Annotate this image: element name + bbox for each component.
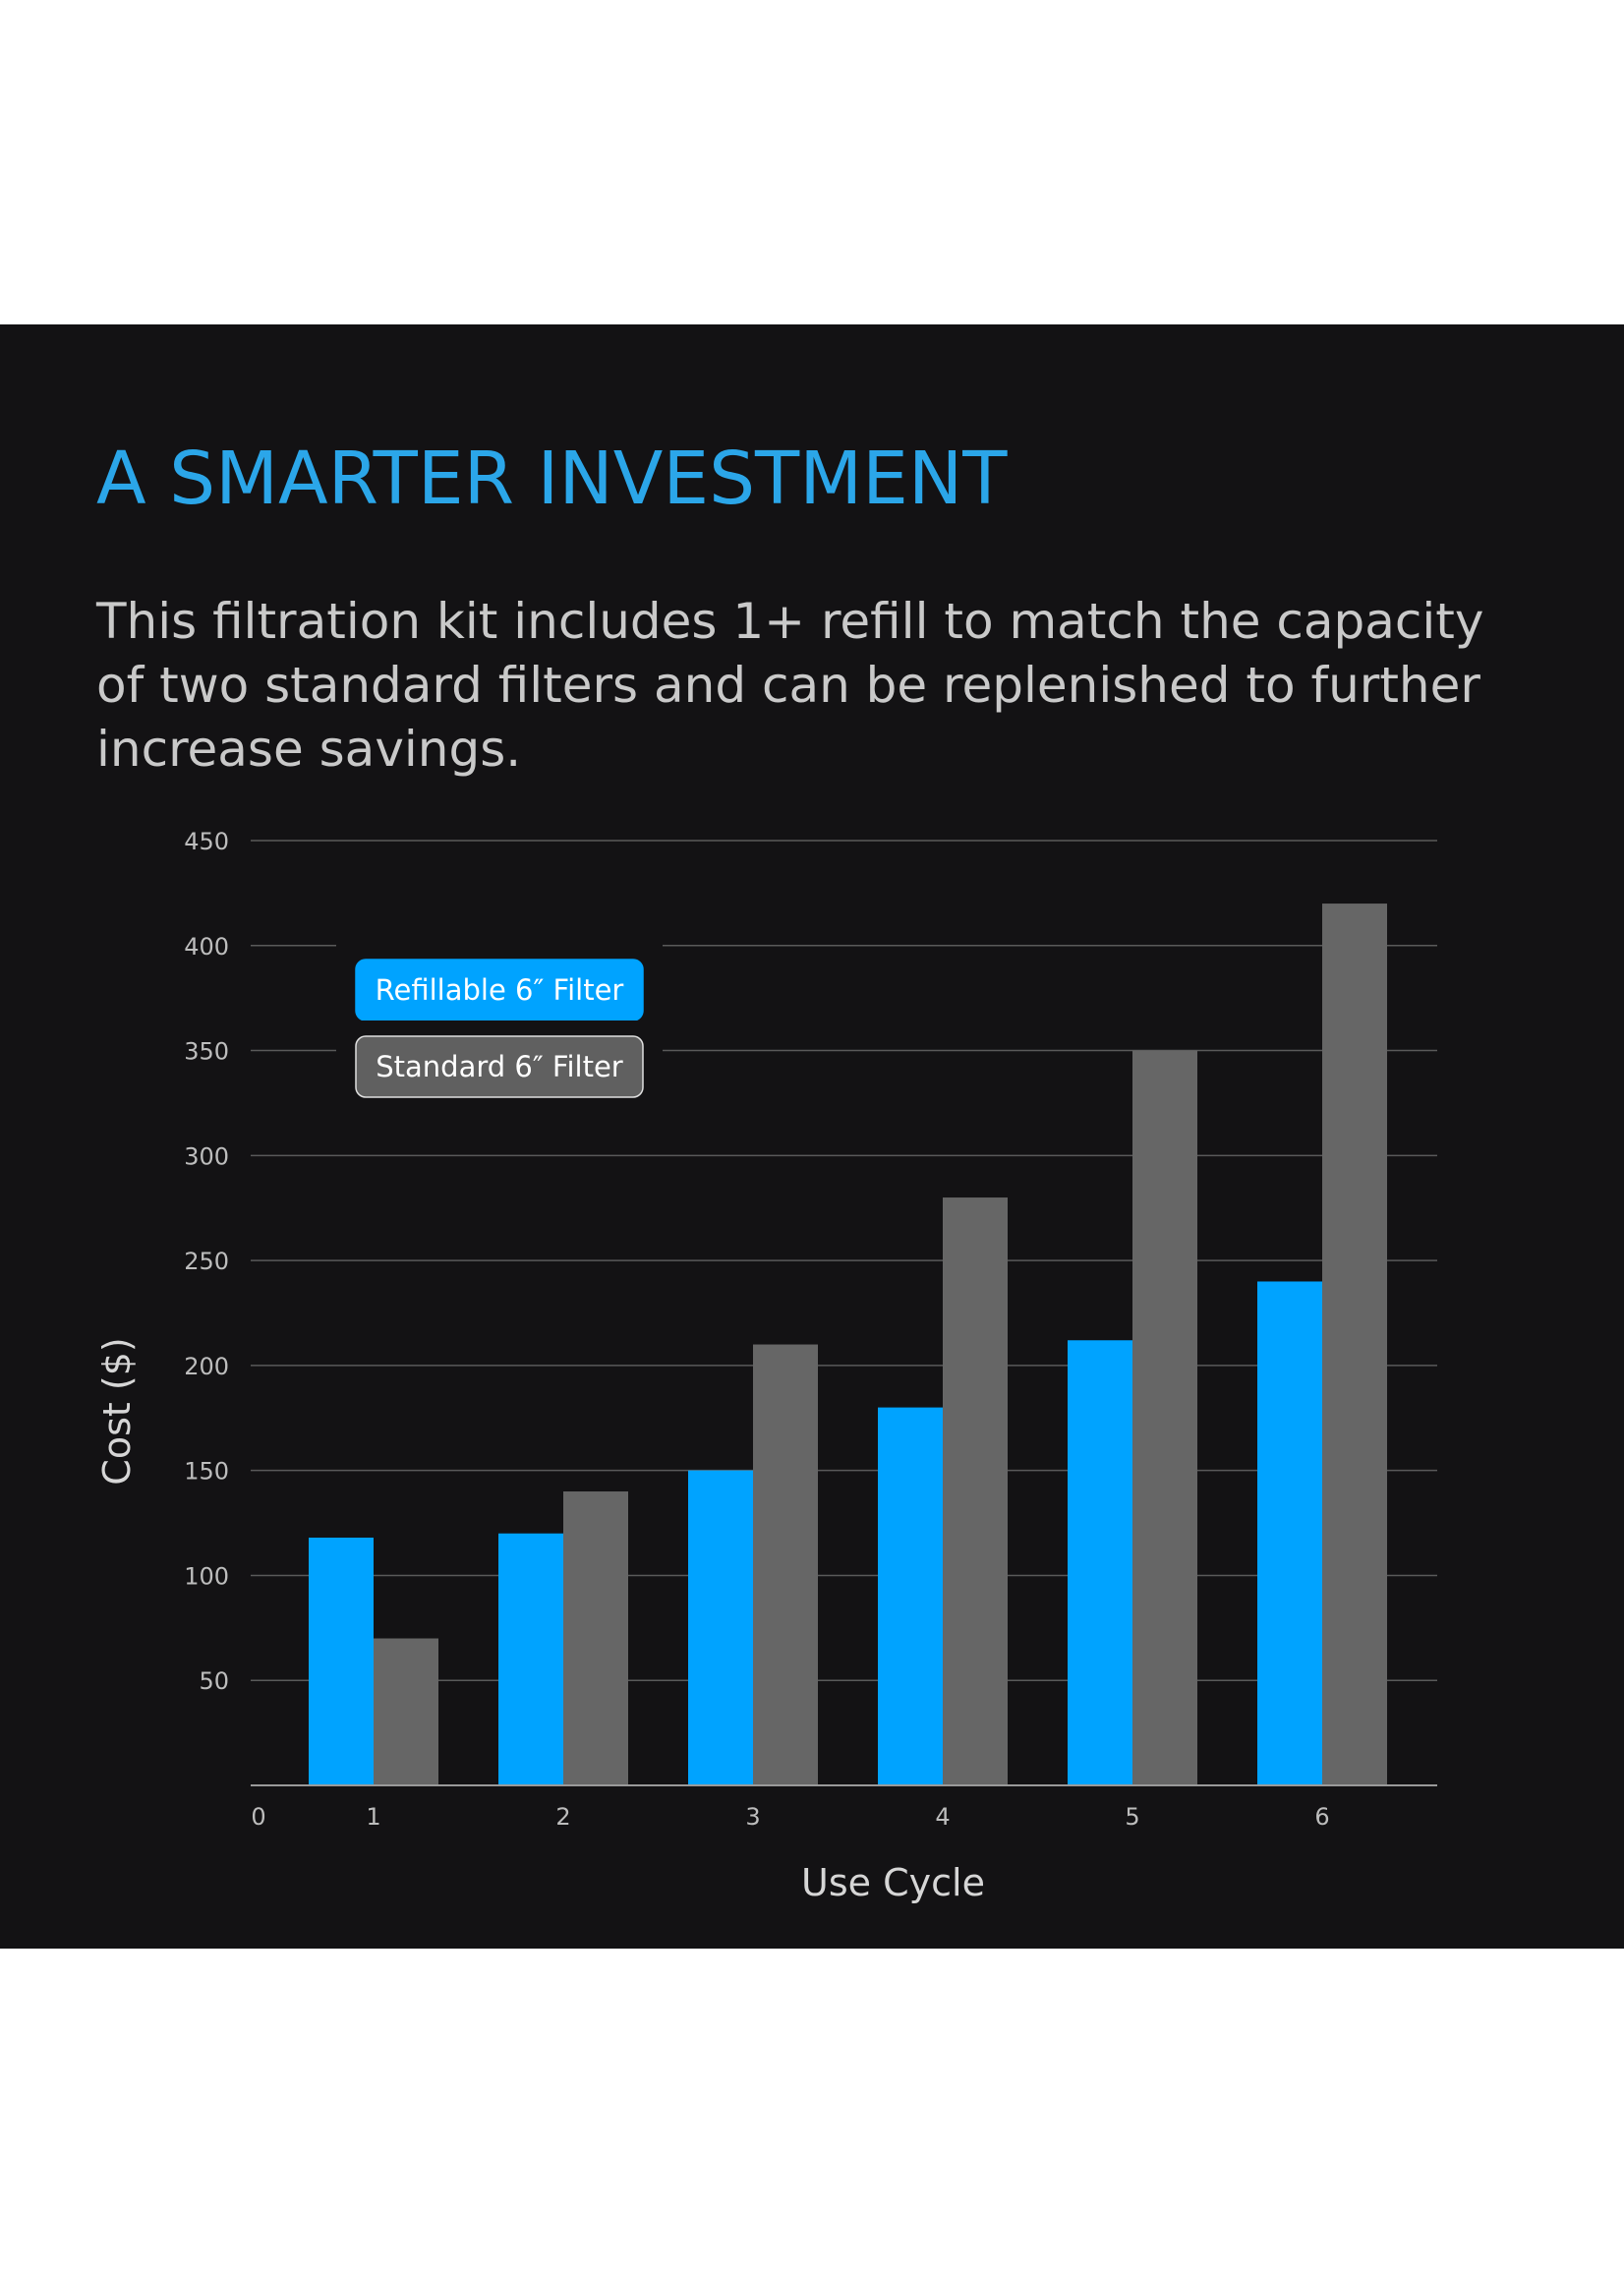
y-tick-label: 450 — [184, 828, 229, 855]
description-line: of two standard filters and can be reple… — [96, 657, 1480, 714]
bar-standard — [753, 1344, 818, 1785]
y-tick-label: 400 — [184, 933, 229, 961]
legend: Refillable 6″ Filter Standard 6″ Filter — [336, 944, 663, 1115]
y-tick-label: 350 — [184, 1038, 229, 1066]
page-title: A SMARTER INVESTMENT — [96, 437, 1008, 521]
legend-refillable-label: Refillable 6″ Filter — [376, 973, 624, 1007]
bar-refillable — [688, 1470, 753, 1785]
x-tick-label: 3 — [745, 1803, 760, 1831]
x-origin-label: 0 — [251, 1803, 265, 1831]
bar-standard — [1132, 1050, 1197, 1785]
y-tick-label: 100 — [184, 1562, 229, 1590]
y-tick-label: 300 — [184, 1142, 229, 1170]
x-axis-title: Use Cycle — [801, 1861, 985, 1904]
bar-standard — [374, 1638, 438, 1785]
legend-standard-box — [355, 1035, 644, 1098]
y-tick-label: 200 — [184, 1353, 229, 1380]
bar-refillable — [1068, 1340, 1132, 1785]
legend-standard-label: Standard 6″ Filter — [376, 1050, 623, 1083]
description: This filtration kit includes 1+ refill t… — [96, 590, 1551, 782]
bar-refillable — [1257, 1281, 1322, 1785]
bar-standard — [943, 1197, 1008, 1785]
x-tick-label: 6 — [1314, 1803, 1329, 1831]
y-axis-title: Cost ($) — [95, 1337, 139, 1485]
x-tick-label: 5 — [1125, 1803, 1139, 1831]
y-tick-label: 250 — [184, 1248, 229, 1275]
x-tick-label: 1 — [366, 1803, 380, 1831]
y-tick-label: 50 — [199, 1667, 229, 1695]
x-tick-label: 2 — [555, 1803, 570, 1831]
bar-refillable — [498, 1533, 563, 1785]
x-tick-label: 4 — [935, 1803, 950, 1831]
chart-panel: A SMARTER INVESTMENT This filtration kit… — [0, 324, 1624, 1949]
bar-chart: 50 100 150 200 250 300 350 400 450 0 1 2 3 4 5 6 Cost (… — [95, 828, 1437, 1904]
y-tick-label: 150 — [184, 1458, 229, 1486]
description-line: This filtration kit includes 1+ refill t… — [96, 593, 1484, 650]
bar-refillable — [878, 1407, 943, 1785]
tick-labels: 50 100 150 200 250 300 350 400 450 0 1 2 3 4 5 6 — [184, 828, 1329, 1831]
bars — [309, 904, 1387, 1785]
bar-standard — [563, 1491, 628, 1785]
bar-refillable — [309, 1538, 374, 1785]
bar-standard — [1322, 904, 1387, 1785]
description-line: increase savings. — [96, 721, 522, 778]
